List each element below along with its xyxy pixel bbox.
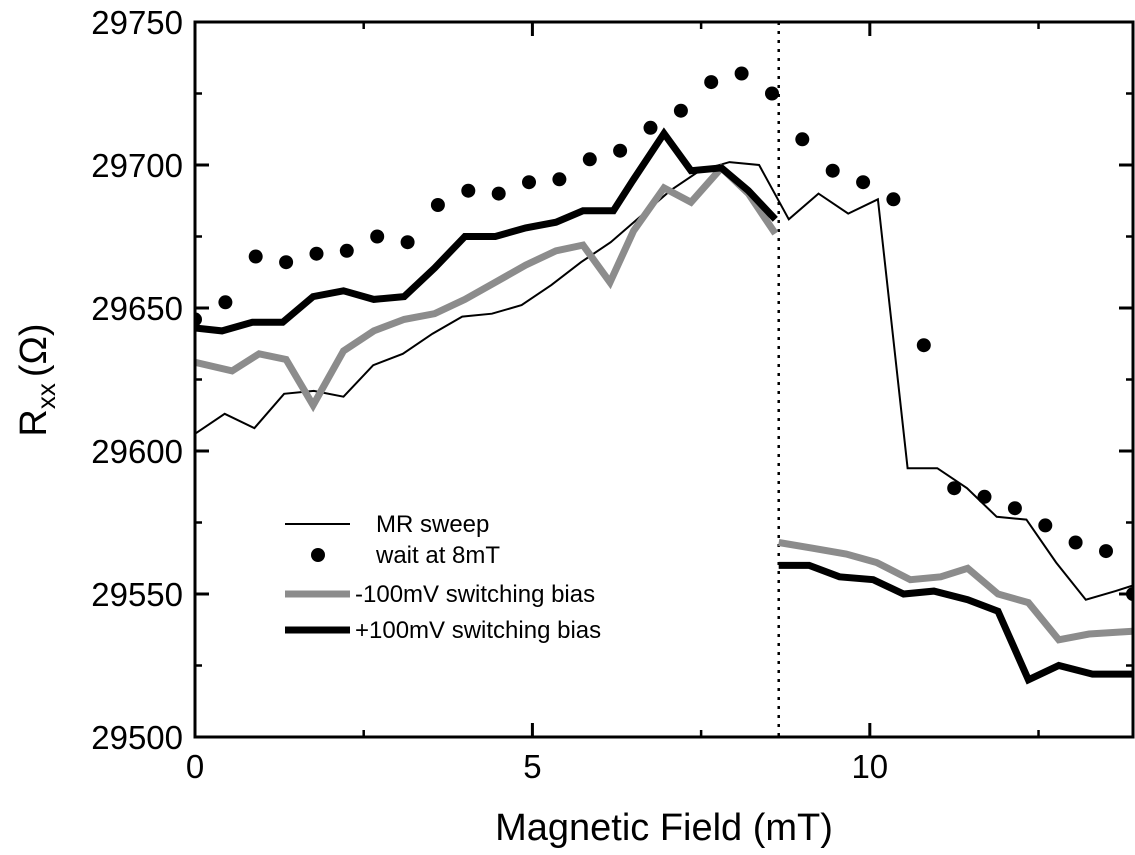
series-wait-marker (582, 152, 597, 167)
y-axis-title-unit: (Ω) (13, 323, 55, 377)
series-minus-bias-line (195, 162, 779, 413)
legend-label-minus-bias: -100mV switching bias (355, 581, 595, 608)
y-tick-label: 29550 (91, 576, 183, 613)
legend-entry-wait: wait at 8mT (311, 542, 500, 569)
series-wait-marker (1068, 535, 1083, 550)
series-wait-marker (977, 489, 992, 504)
legend-label-mr-sweep: MR sweep (376, 511, 489, 538)
y-axis-title-symbol: R (13, 409, 55, 436)
y-tick-label: 29650 (91, 290, 183, 327)
series-wait-marker (248, 249, 263, 264)
series-wait-marker (309, 246, 324, 261)
y-tick-label: 29750 (91, 4, 183, 41)
series-wait-marker (734, 66, 749, 81)
series-wait-marker (825, 163, 840, 178)
series-wait-marker (218, 295, 233, 310)
y-axis-title: Rxx (Ω) (13, 323, 61, 436)
series-wait-marker (522, 175, 536, 190)
plot-area: 0 5 10 29500 29550 29600 29650 29700 29750 (91, 4, 1135, 785)
x-tick-label: 5 (523, 748, 541, 785)
legend-entry-minus-bias: -100mV switching bias (285, 581, 595, 608)
series-wait-marker (339, 243, 354, 258)
y-tick-label: 29600 (91, 433, 183, 470)
legend-entry-plus-bias: +100mV switching bias (285, 617, 601, 644)
series-plus-bias-line (778, 561, 1133, 685)
series-wait-marker (491, 186, 506, 201)
series-wait-marker (916, 338, 931, 353)
series-wait-marker (1007, 501, 1022, 516)
series-wait-marker (856, 175, 871, 190)
series-wait-marker (1038, 518, 1053, 533)
series-wait-marker (765, 86, 779, 101)
series-wait-marker (947, 481, 962, 496)
series-wait-marker (886, 192, 901, 207)
x-tick-label: 0 (186, 748, 204, 785)
series-wait-marker (795, 132, 810, 147)
y-tick-label: 29700 (91, 147, 183, 184)
series-wait-marker (195, 312, 202, 327)
ticks-layer: 0 5 10 29500 29550 29600 29650 29700 29750 (91, 4, 1133, 785)
legend-label-plus-bias: +100mV switching bias (355, 617, 601, 644)
series-mr-sweep-line (195, 161, 1133, 601)
legend: MR sweep wait at 8mT -100mV switching bi… (285, 511, 601, 644)
y-axis-title-subscript: xx (31, 383, 61, 409)
series-wait-marker (1099, 544, 1113, 559)
series-wait-marker (400, 235, 415, 250)
series-wait-marker (643, 120, 658, 135)
series-plus-bias-line (195, 127, 778, 335)
series-wait-marker (613, 143, 628, 158)
x-tick-label: 10 (851, 748, 888, 785)
legend-swatch-marker (311, 548, 325, 562)
legend-entry-mr-sweep: MR sweep (285, 511, 489, 538)
series-layer (195, 22, 1133, 737)
series-wait-marker (704, 75, 719, 90)
series-wait-marker (552, 172, 567, 187)
series-wait-marker (370, 229, 385, 244)
series-minus-bias-line (778, 539, 1133, 644)
legend-label-wait: wait at 8mT (375, 542, 500, 569)
series-wait-marker (279, 255, 294, 270)
series-wait-marker (461, 183, 476, 198)
series-wait-marker (673, 103, 688, 118)
series-wait-marker (430, 198, 445, 212)
y-tick-label: 29500 (91, 719, 183, 756)
x-axis-title: Magnetic Field (mT) (495, 807, 833, 849)
